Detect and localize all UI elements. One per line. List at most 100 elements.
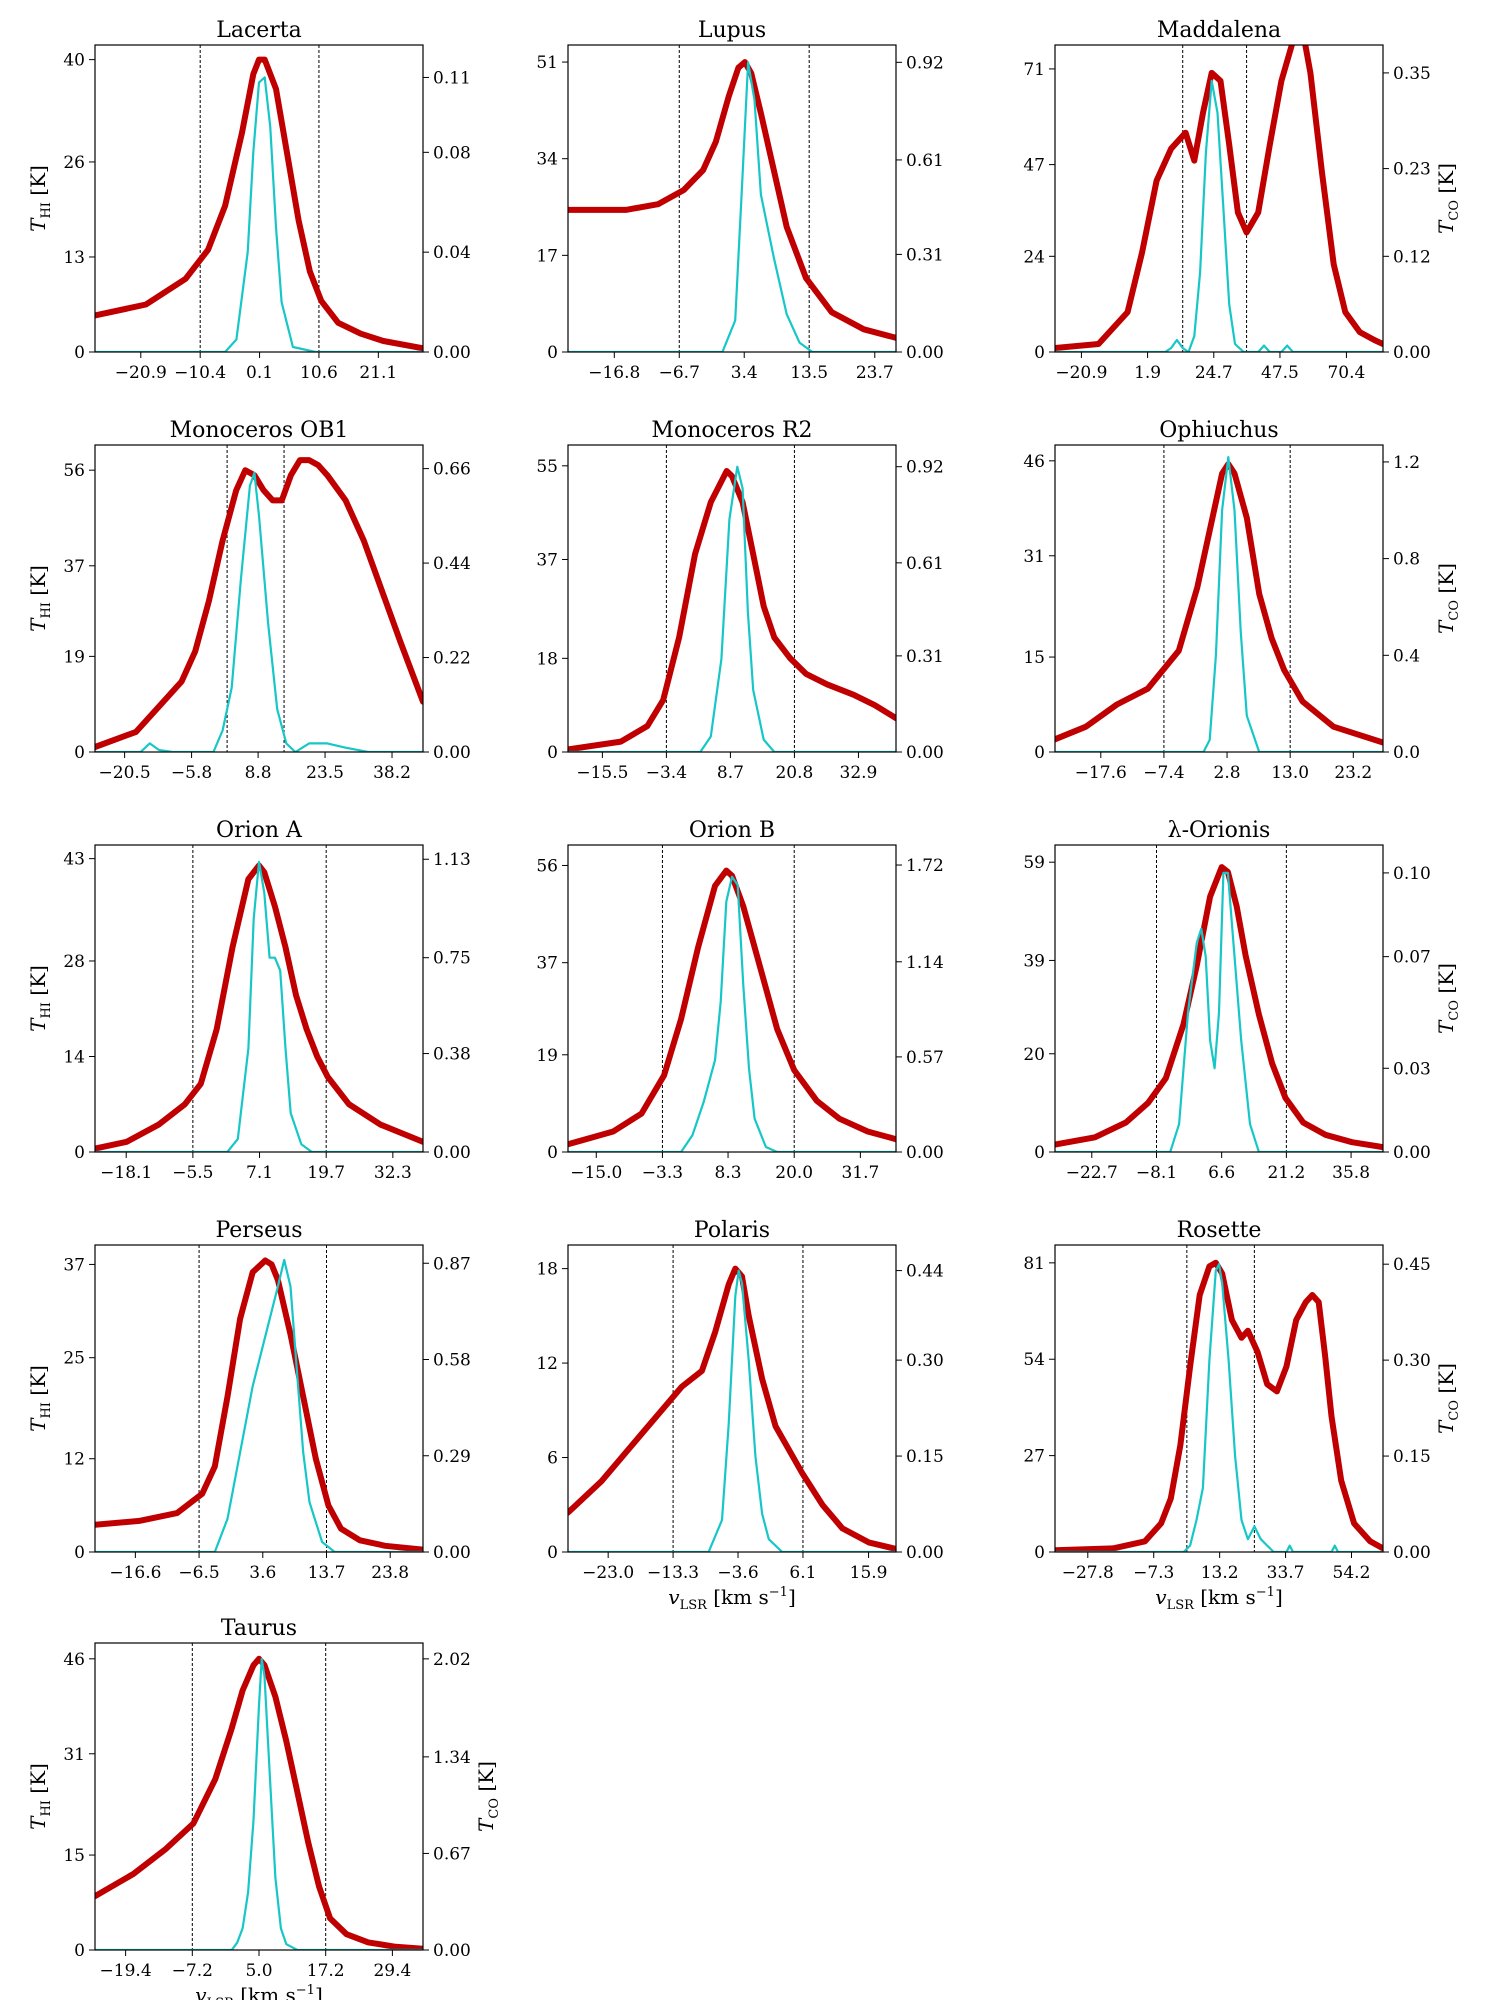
- y-right-tick-label: 0.44: [906, 1262, 944, 1282]
- plot-area: [568, 465, 896, 752]
- panel-monoceros-ob1: Monoceros OB1 −20.5 −5.8 8.8 23.5 38.2 0 19 37 56…: [26, 418, 471, 783]
- y-right-tick-label: 0.87: [433, 1254, 471, 1274]
- y-right-tick-label: 0.15: [906, 1447, 944, 1467]
- x-tick-label: 23.5: [306, 763, 344, 783]
- panel-polaris: Polaris −23.0 −13.3 −3.6 6.1 15.9 0 6 12 18 0.00 0.…: [536, 1218, 944, 1613]
- hi-series-line: [95, 862, 423, 1152]
- hi-series-line: [568, 1265, 896, 1552]
- y-right-tick-label: 0.07: [1393, 948, 1431, 968]
- x-tick-label: −22.7: [1066, 1163, 1118, 1183]
- y-left-tick-label: 15: [63, 1846, 85, 1866]
- panel-perseus: Perseus −16.6 −6.5 3.6 13.7 23.8 0 12 25 37 0.00 0.…: [26, 1218, 471, 1583]
- y-right-tick-label: 0.00: [906, 743, 944, 763]
- y-left-tick-label: 14: [63, 1047, 85, 1067]
- x-tick-label: 17.2: [307, 1961, 345, 1981]
- y-right-tick-label: 0.08: [433, 143, 471, 163]
- x-tick-label: 10.6: [300, 363, 338, 383]
- x-tick-label: −20.5: [99, 763, 151, 783]
- y-left-tick-label: 17: [536, 246, 558, 266]
- y-left-tick-label: 27: [1023, 1447, 1045, 1467]
- y-left-tick-label: 0: [74, 1543, 85, 1563]
- y-left-tick-label: 46: [1023, 452, 1045, 472]
- y-left-tick-label: 31: [63, 1745, 85, 1765]
- x-tick-label: 24.7: [1195, 363, 1233, 383]
- axes-frame: [94, 444, 424, 753]
- panel-title: Ophiuchus: [1159, 418, 1278, 443]
- x-tick-label: −3.4: [646, 763, 687, 783]
- x-tick-label: 6.6: [1208, 1163, 1235, 1183]
- co-series-line: [568, 1269, 896, 1552]
- y-right-tick-label: 0.10: [1393, 864, 1431, 884]
- x-tick-label: 29.4: [373, 1961, 411, 1981]
- y-right-tick-label: 1.14: [906, 953, 944, 973]
- plot-area: [95, 457, 423, 752]
- co-series-line: [95, 860, 423, 1152]
- panel-title: Orion B: [689, 818, 775, 843]
- x-tick-label: 31.7: [841, 1163, 879, 1183]
- y-left-tick-label: 0: [547, 1543, 558, 1563]
- y-right-tick-label: 1.72: [906, 856, 944, 876]
- x-tick-label: 1.9: [1134, 363, 1161, 383]
- y-right-tick-label: 1.34: [433, 1748, 471, 1768]
- y-right-tick-label: 0.00: [906, 1143, 944, 1163]
- x-tick-label: 19.7: [307, 1163, 345, 1183]
- x-tick-label: 21.1: [359, 363, 397, 383]
- y-right-tick-label: 0.31: [906, 647, 944, 667]
- y-left-tick-label: 0: [1034, 1543, 1045, 1563]
- y-right-tick-label: 0.00: [433, 343, 471, 363]
- x-tick-label: 32.3: [374, 1163, 412, 1183]
- y-left-tick-label: 19: [536, 1046, 558, 1066]
- y-right-tick-label: 0.29: [433, 1447, 471, 1467]
- y-right-tick-label: 0.75: [433, 949, 471, 969]
- co-series-line: [568, 875, 896, 1152]
- x-tick-label: 13.0: [1271, 763, 1309, 783]
- x-tick-label: 8.8: [245, 763, 272, 783]
- hi-series-line: [1055, 45, 1383, 351]
- y-right-tick-label: 0.92: [906, 458, 944, 478]
- x-tick-label: 21.2: [1267, 1163, 1305, 1183]
- panel-title: Rosette: [1177, 1218, 1262, 1243]
- x-tick-label: −20.9: [115, 363, 167, 383]
- panel-taurus: Taurus −19.4 −7.2 5.0 17.2 29.4 0 15 31 46 0.00 0.6…: [26, 1616, 502, 2000]
- x-tick-label: −8.1: [1136, 1163, 1177, 1183]
- x-tick-label: −3.3: [642, 1163, 683, 1183]
- plot-area: [1055, 456, 1383, 752]
- y-right-tick-label: 0.30: [906, 1351, 944, 1371]
- y-left-tick-label: 0: [547, 343, 558, 363]
- y-right-tick-label: 0.67: [433, 1844, 471, 1864]
- y-right-tick-label: 0.00: [433, 743, 471, 763]
- y-right-tick-label: 0.58: [433, 1351, 471, 1371]
- y-left-tick-label: 56: [63, 461, 85, 481]
- panel-ophiuchus: Ophiuchus −17.6 −7.4 2.8 13.0 23.2 0 15 31 46 0.0 0…: [1023, 418, 1462, 783]
- y-left-tick-label: 26: [63, 153, 85, 173]
- y-right-tick-label: 0.35: [1393, 64, 1431, 84]
- y-left-tick-label: 59: [1023, 853, 1045, 873]
- plot-area: [568, 1265, 896, 1552]
- plot-area: [95, 1655, 423, 1950]
- x-tick-label: −27.8: [1062, 1563, 1114, 1583]
- hi-series-line: [568, 867, 896, 1148]
- x-tick-label: 54.2: [1333, 1563, 1371, 1583]
- y-left-tick-label: 12: [536, 1354, 558, 1374]
- x-tick-label: −7.3: [1133, 1563, 1174, 1583]
- y-left-tick-label: 0: [547, 743, 558, 763]
- x-tick-label: −19.4: [100, 1961, 152, 1981]
- co-series-line: [95, 1258, 423, 1552]
- x-tick-label: 15.9: [850, 1563, 888, 1583]
- plot-area: [95, 860, 423, 1152]
- y-right-tick-label: 0.30: [1393, 1351, 1431, 1371]
- y-right-tick-label: 0.00: [1393, 1143, 1431, 1163]
- x-tick-label: −16.8: [588, 363, 640, 383]
- hi-series-line: [568, 468, 896, 752]
- x-tick-label: −7.4: [1143, 763, 1184, 783]
- y-left-tick-label: 37: [536, 550, 558, 570]
- y-left-tick-label: 0: [547, 1143, 558, 1163]
- y-left-tick-label: 25: [63, 1349, 85, 1369]
- axes-frame: [94, 1244, 424, 1553]
- y-right-tick-label: 0.00: [906, 1543, 944, 1563]
- y-right-tick-label: 0.57: [906, 1048, 944, 1068]
- axes-frame: [1054, 44, 1384, 353]
- x-tick-label: −20.9: [1055, 363, 1107, 383]
- x-tick-label: −15.0: [570, 1163, 622, 1183]
- x-tick-label: −6.5: [178, 1563, 219, 1583]
